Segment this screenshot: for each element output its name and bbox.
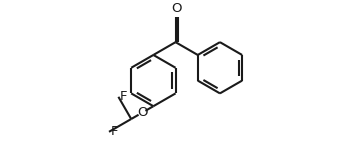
Text: F: F bbox=[120, 90, 127, 103]
Text: F: F bbox=[110, 125, 118, 138]
Text: O: O bbox=[137, 106, 147, 119]
Text: O: O bbox=[171, 2, 182, 15]
